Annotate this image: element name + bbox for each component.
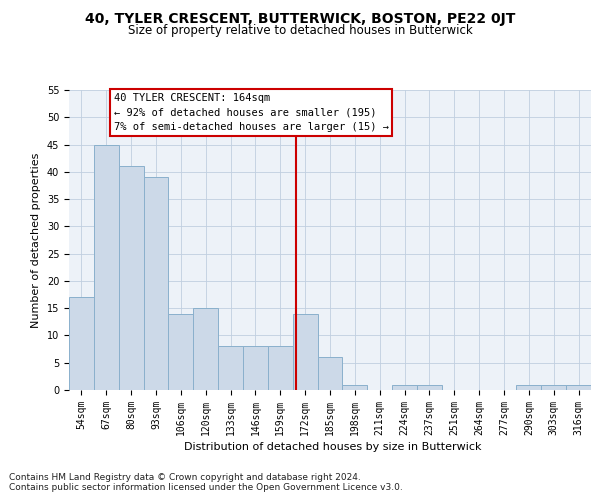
Bar xyxy=(343,384,367,390)
Text: 40, TYLER CRESCENT, BUTTERWICK, BOSTON, PE22 0JT: 40, TYLER CRESCENT, BUTTERWICK, BOSTON, … xyxy=(85,12,515,26)
Bar xyxy=(119,166,143,390)
Bar xyxy=(417,384,442,390)
Text: Distribution of detached houses by size in Butterwick: Distribution of detached houses by size … xyxy=(184,442,482,452)
Bar xyxy=(317,358,343,390)
Bar xyxy=(143,178,169,390)
Bar xyxy=(69,298,94,390)
Bar xyxy=(541,384,566,390)
Text: Size of property relative to detached houses in Butterwick: Size of property relative to detached ho… xyxy=(128,24,472,37)
Bar xyxy=(94,144,119,390)
Bar xyxy=(169,314,193,390)
Bar xyxy=(193,308,218,390)
Bar xyxy=(517,384,541,390)
Bar xyxy=(268,346,293,390)
Bar xyxy=(392,384,417,390)
Text: Contains HM Land Registry data © Crown copyright and database right 2024.
Contai: Contains HM Land Registry data © Crown c… xyxy=(9,472,403,492)
Bar xyxy=(218,346,243,390)
Bar xyxy=(243,346,268,390)
Text: 40 TYLER CRESCENT: 164sqm
← 92% of detached houses are smaller (195)
7% of semi-: 40 TYLER CRESCENT: 164sqm ← 92% of detac… xyxy=(114,92,389,132)
Y-axis label: Number of detached properties: Number of detached properties xyxy=(31,152,41,328)
Bar xyxy=(293,314,317,390)
Bar xyxy=(566,384,591,390)
